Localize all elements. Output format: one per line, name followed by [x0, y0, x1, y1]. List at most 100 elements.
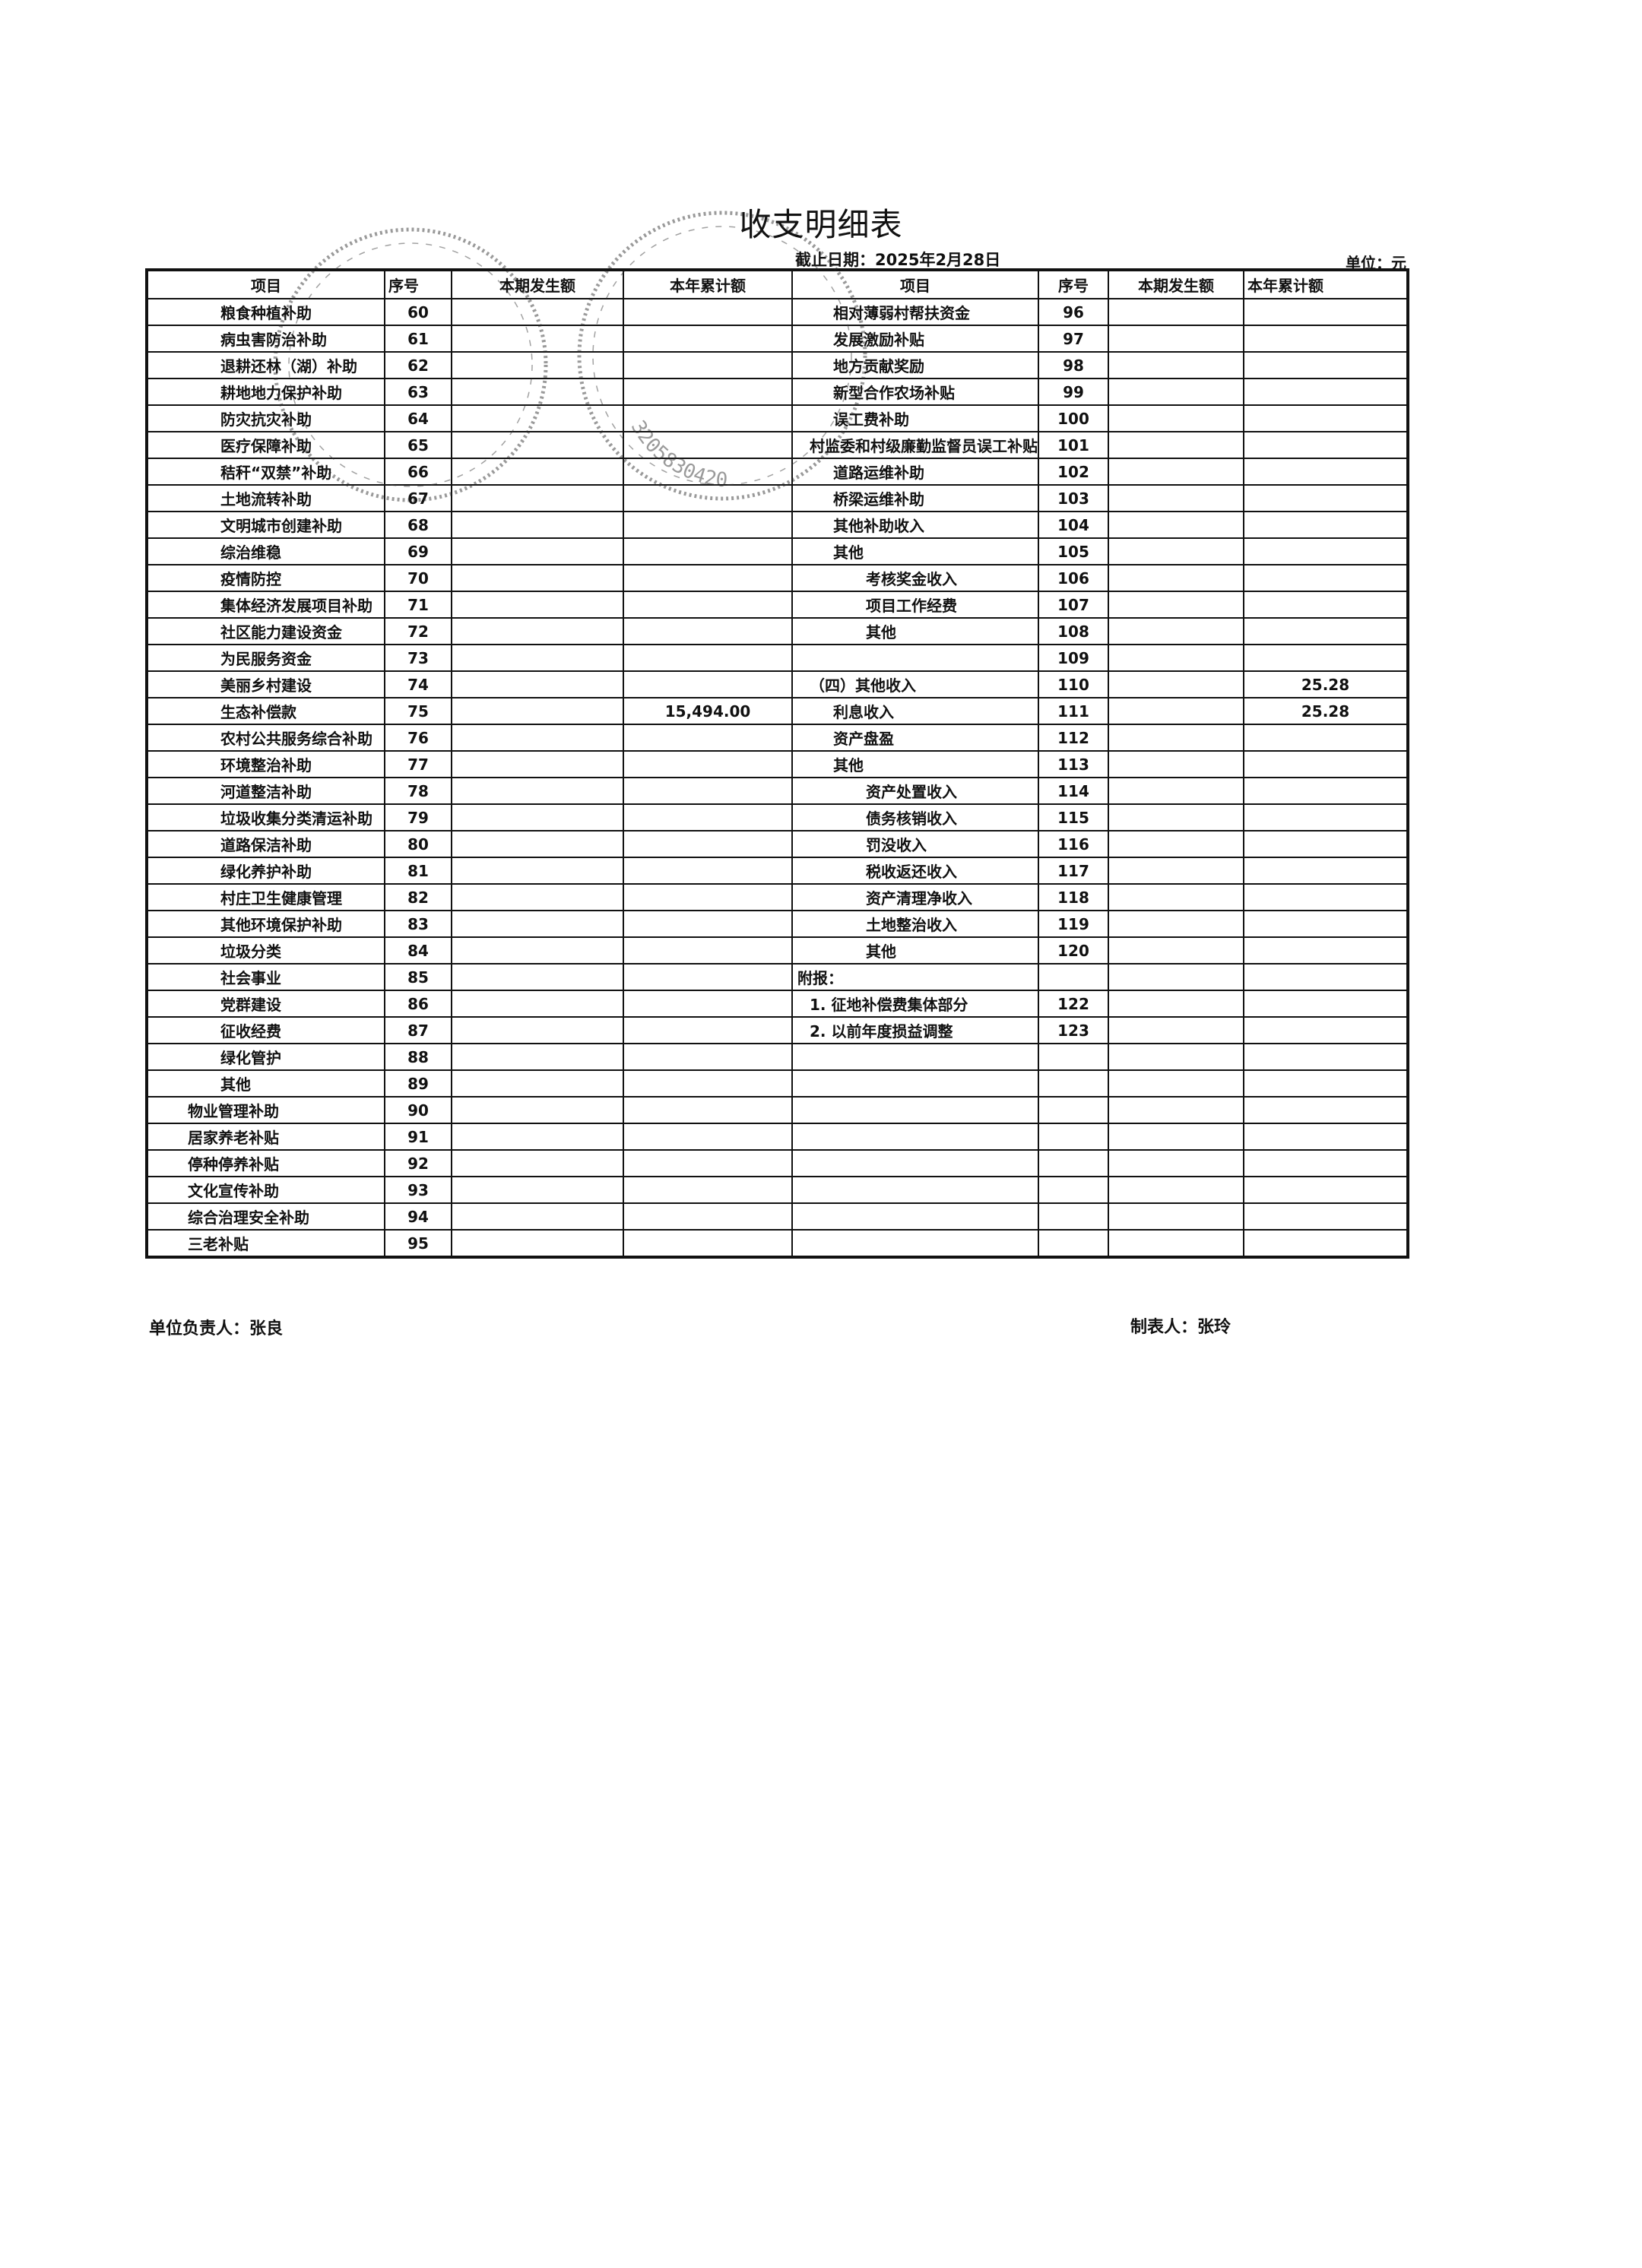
table-row: 综合治理安全补助 94	[146, 1202, 1409, 1231]
right-no-cell: 97	[1038, 325, 1109, 353]
left-ytd-cell	[623, 1016, 793, 1044]
left-current-cell	[451, 1096, 624, 1124]
right-item-cell: 考核奖金收入	[791, 564, 1039, 592]
right-no-cell: 111	[1038, 697, 1109, 725]
right-no-cell: 116	[1038, 830, 1109, 858]
right-ytd-cell	[1243, 1176, 1409, 1204]
left-item-cell: 党群建设	[146, 990, 385, 1018]
left-ytd-cell	[623, 963, 793, 991]
table-row: 生态补偿款 75 15,494.00 利息收入 111 25.28	[146, 697, 1409, 725]
table-row: 停种停养补贴 92	[146, 1149, 1409, 1177]
right-current-cell	[1108, 830, 1244, 858]
left-no-cell: 61	[384, 325, 452, 353]
left-no-cell: 81	[384, 857, 452, 885]
table-row: 居家养老补贴 91	[146, 1123, 1409, 1151]
right-current-cell	[1108, 484, 1244, 512]
left-item-cell: 美丽乡村建设	[146, 670, 385, 698]
right-ytd-cell	[1243, 1016, 1409, 1044]
right-current-cell	[1108, 1096, 1244, 1124]
right-item-cell	[791, 1229, 1039, 1258]
right-no-cell: 96	[1038, 298, 1109, 326]
right-current-cell	[1108, 564, 1244, 592]
left-ytd-cell	[623, 724, 793, 752]
right-item-cell: 道路运维补助	[791, 458, 1039, 486]
table-row: 耕地地力保护补助 63 新型合作农场补贴 99	[146, 378, 1409, 406]
left-item-cell: 绿化养护补助	[146, 857, 385, 885]
left-ytd-cell	[623, 1043, 793, 1071]
table-row: 村庄卫生健康管理 82 资产清理净收入 118	[146, 883, 1409, 911]
right-item-cell: 相对薄弱村帮扶资金	[791, 298, 1039, 326]
left-current-cell	[451, 1043, 624, 1071]
table-row: 综治维稳 69 其他 105	[146, 537, 1409, 565]
left-ytd-cell	[623, 564, 793, 592]
left-no-cell: 91	[384, 1123, 452, 1151]
right-current-cell	[1108, 750, 1244, 778]
right-no-cell: 120	[1038, 936, 1109, 965]
right-item-cell: 发展激励补贴	[791, 325, 1039, 353]
left-item-cell: 综治维稳	[146, 537, 385, 565]
header-row: 项目 序号 本期发生额 本年累计额 项目 序号 本期发生额 本年累计额	[146, 269, 1409, 299]
right-no-cell: 115	[1038, 803, 1109, 831]
right-item-cell: 资产盘盈	[791, 724, 1039, 752]
left-no-cell: 72	[384, 617, 452, 645]
left-no-cell: 63	[384, 378, 452, 406]
right-item-cell: 1. 征地补偿费集体部分	[791, 990, 1039, 1018]
right-ytd-cell	[1243, 617, 1409, 645]
right-no-cell: 99	[1038, 378, 1109, 406]
left-ytd-cell	[623, 537, 793, 565]
left-current-cell	[451, 1149, 624, 1177]
left-current-cell	[451, 564, 624, 592]
table-row: 病虫害防治补助 61 发展激励补贴 97	[146, 325, 1409, 353]
right-ytd-cell	[1243, 857, 1409, 885]
right-no-cell: 118	[1038, 883, 1109, 911]
income-expense-table: 项目 序号 本期发生额 本年累计额 项目 序号 本期发生额 本年累计额 粮食种植…	[145, 268, 1409, 1259]
right-ytd-cell	[1243, 990, 1409, 1018]
right-current-cell	[1108, 1069, 1244, 1098]
left-ytd-cell	[623, 936, 793, 965]
left-ytd-cell	[623, 910, 793, 938]
left-no-cell: 66	[384, 458, 452, 486]
table-row: 粮食种植补助 60 相对薄弱村帮扶资金 96	[146, 298, 1409, 326]
table-row: 其他环境保护补助 83 土地整治收入 119	[146, 910, 1409, 938]
right-ytd-cell	[1243, 777, 1409, 805]
left-ytd-cell	[623, 511, 793, 539]
left-current-cell	[451, 591, 624, 619]
right-item-cell: 土地整治收入	[791, 910, 1039, 938]
left-ytd-cell	[623, 591, 793, 619]
table-row: 环境整治补助 77 其他 113	[146, 750, 1409, 778]
right-current-cell	[1108, 1123, 1244, 1151]
right-current-cell	[1108, 963, 1244, 991]
right-ytd-cell	[1243, 1202, 1409, 1231]
right-item-cell: 新型合作农场补贴	[791, 378, 1039, 406]
table-row: 垃圾分类 84 其他 120	[146, 936, 1409, 965]
left-no-cell: 62	[384, 351, 452, 379]
left-item-cell: 居家养老补贴	[146, 1123, 385, 1151]
right-ytd-cell	[1243, 1149, 1409, 1177]
left-item-cell: 文化宣传补助	[146, 1176, 385, 1204]
right-no-cell	[1038, 1229, 1109, 1258]
right-item-cell: 资产处置收入	[791, 777, 1039, 805]
left-current-cell	[451, 1202, 624, 1231]
left-no-cell: 79	[384, 803, 452, 831]
right-ytd-cell	[1243, 298, 1409, 326]
right-no-cell: 108	[1038, 617, 1109, 645]
left-current-cell	[451, 803, 624, 831]
right-ytd-cell	[1243, 325, 1409, 353]
right-item-cell: （四）其他收入	[791, 670, 1039, 698]
right-no-cell: 122	[1038, 990, 1109, 1018]
left-item-cell: 文明城市创建补助	[146, 511, 385, 539]
right-ytd-cell	[1243, 591, 1409, 619]
left-item-cell: 为民服务资金	[146, 644, 385, 672]
right-ytd-cell	[1243, 910, 1409, 938]
right-current-cell	[1108, 537, 1244, 565]
left-item-cell: 土地流转补助	[146, 484, 385, 512]
left-ytd-cell	[623, 617, 793, 645]
right-current-cell	[1108, 697, 1244, 725]
right-item-cell: 村监委和村级廉勤监督员误工补贴	[791, 431, 1039, 459]
left-ytd-cell	[623, 351, 793, 379]
left-no-cell: 82	[384, 883, 452, 911]
right-item-cell: 误工费补助	[791, 404, 1039, 432]
right-item-cell: 其他补助收入	[791, 511, 1039, 539]
left-ytd-cell	[623, 431, 793, 459]
unit-head: 单位负责人：张良	[149, 1319, 284, 1338]
